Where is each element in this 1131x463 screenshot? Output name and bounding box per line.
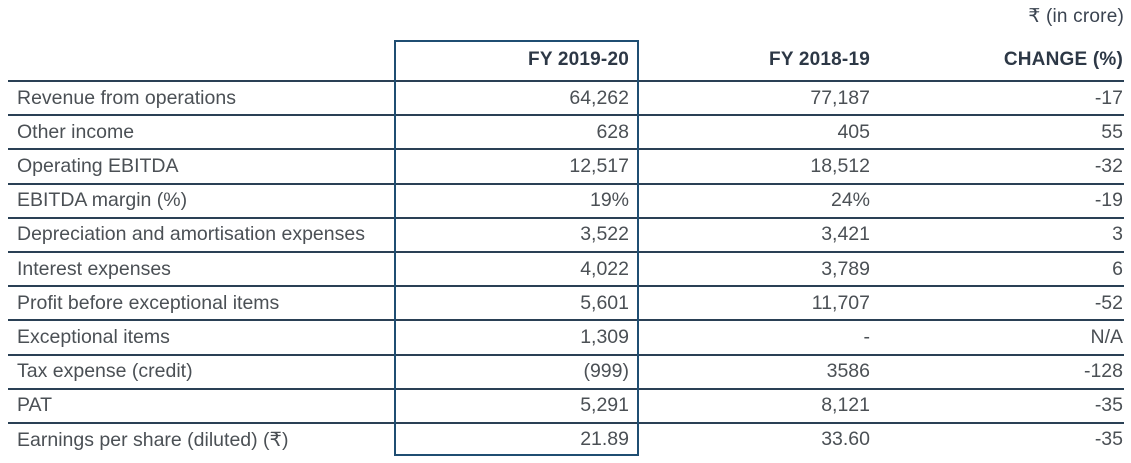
cell-fy-2019-20: (999) [583, 360, 629, 383]
cell-change-pct: N/A [1090, 325, 1123, 348]
cell-fy-2019-20: 1,309 [580, 325, 629, 348]
row-label: PAT [17, 394, 53, 417]
table-row: Earnings per share (diluted) (₹) 21.89 33.… [8, 421, 1124, 456]
cell-fy-2019-20: 628 [596, 120, 629, 143]
table-row: Exceptional items 1,309 - N/A [8, 319, 1124, 353]
row-label: Tax expense (credit) [17, 360, 193, 383]
table-row: Revenue from operations 64,262 77,187 -17 [8, 80, 1124, 114]
header-fy-2019-20: FY 2019-20 [528, 49, 629, 70]
cell-fy-2018-19: 18,512 [810, 154, 870, 177]
cell-fy-2018-19: 8,121 [821, 394, 870, 417]
table-row: Depreciation and amortisation expenses 3,… [8, 216, 1124, 251]
cell-fy-2019-20: 3,522 [580, 223, 629, 246]
row-label: Profit before exceptional items [17, 291, 280, 314]
row-label: Interest expenses [17, 257, 171, 280]
header-change-pct: CHANGE (%) [1003, 49, 1123, 70]
cell-fy-2019-20: 5,601 [580, 291, 629, 314]
table-body: Revenue from operations 64,262 77,187 -17 Ot… [8, 80, 1124, 456]
cell-fy-2019-20: 19% [589, 189, 629, 212]
cell-fy-2018-19: 3,421 [821, 223, 870, 246]
cell-fy-2018-19: - [863, 325, 871, 348]
table-row: Interest expenses 4,022 3,789 6 [8, 250, 1124, 285]
table-row: Operating EBITDA 12,517 18,512 -32 [8, 148, 1124, 182]
cell-change-pct: -128 [1083, 360, 1123, 383]
cell-fy-2019-20: 12,517 [569, 154, 629, 177]
cell-change-pct: -19 [1094, 189, 1123, 212]
cell-fy-2018-19: 3586 [826, 360, 870, 383]
cell-change-pct: -35 [1094, 428, 1123, 451]
cell-change-pct: 55 [1101, 120, 1123, 143]
row-label: Revenue from operations [17, 86, 236, 109]
cell-fy-2019-20: 4,022 [580, 257, 629, 280]
cell-fy-2018-19: 24% [830, 189, 870, 212]
cell-change-pct: 6 [1112, 257, 1123, 280]
cell-change-pct: -32 [1094, 154, 1123, 177]
cell-fy-2018-19: 3,789 [821, 257, 870, 280]
cell-fy-2018-19: 405 [837, 120, 870, 143]
cell-fy-2019-20: 5,291 [580, 394, 629, 417]
table-header-row: FY 2019-20 FY 2018-19 CHANGE (%) [8, 40, 1124, 80]
table-row: Other income 628 405 55 [8, 114, 1124, 148]
table-row: Tax expense (credit) (999) 3586 -128 [8, 353, 1124, 388]
row-label: Other income [17, 120, 135, 143]
cell-change-pct: -52 [1094, 291, 1123, 314]
cell-fy-2018-19: 11,707 [811, 291, 870, 314]
cell-fy-2018-19: 33.60 [821, 428, 870, 451]
table-row: EBITDA margin (%) 19% 24% -19 [8, 182, 1124, 217]
row-label: Operating EBITDA [17, 154, 179, 177]
row-label: Exceptional items [17, 325, 170, 348]
header-fy-2018-19: FY 2018-19 [769, 49, 870, 70]
row-label: Earnings per share (diluted) (₹) [17, 428, 289, 451]
financial-summary-table: FY 2019-20 FY 2018-19 CHANGE (%) Revenue… [8, 40, 1124, 456]
row-label: EBITDA margin (%) [17, 189, 188, 212]
cell-change-pct: 3 [1112, 223, 1123, 246]
row-label: Depreciation and amortisation expenses [17, 223, 365, 246]
table-row: PAT 5,291 8,121 -35 [8, 387, 1124, 422]
table-row: Profit before exceptional items 5,601 11,7… [8, 285, 1124, 319]
cell-fy-2018-19: 77,187 [810, 86, 870, 109]
cell-change-pct: -17 [1094, 86, 1123, 109]
currency-unit-note: ₹ (in crore) [1028, 6, 1124, 27]
cell-change-pct: -35 [1094, 394, 1123, 417]
cell-fy-2019-20: 64,262 [569, 86, 629, 109]
cell-fy-2019-20: 21.89 [580, 428, 629, 451]
